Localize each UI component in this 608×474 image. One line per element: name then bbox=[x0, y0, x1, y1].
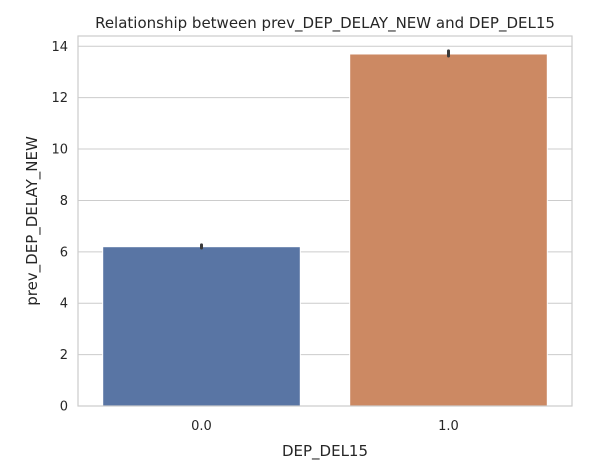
y-axis-label: prev_DEP_DELAY_NEW bbox=[23, 136, 42, 306]
x-tick-labels: 0.0 1.0 bbox=[191, 419, 459, 434]
bar-layer bbox=[102, 53, 548, 407]
chart-title: Relationship between prev_DEP_DELAY_NEW … bbox=[95, 14, 555, 33]
y-tick-label: 6 bbox=[60, 245, 68, 260]
y-tick-labels: 0 2 4 6 8 10 12 14 bbox=[51, 40, 68, 415]
bar-0.0 bbox=[102, 246, 301, 407]
y-tick-label: 0 bbox=[60, 400, 68, 415]
y-tick-label: 12 bbox=[51, 91, 68, 106]
bar-1.0 bbox=[349, 53, 548, 407]
x-tick-label: 1.0 bbox=[438, 419, 459, 434]
x-tick-label: 0.0 bbox=[191, 419, 212, 434]
plot-frame bbox=[77, 35, 573, 407]
error-bar-layer bbox=[200, 49, 450, 250]
y-tick-label: 4 bbox=[60, 297, 68, 312]
x-axis-label: DEP_DEL15 bbox=[282, 442, 368, 461]
y-tick-label: 8 bbox=[60, 194, 68, 209]
y-tick-label: 14 bbox=[51, 40, 68, 55]
y-tick-label: 10 bbox=[51, 143, 68, 158]
y-tick-label: 2 bbox=[60, 348, 68, 363]
